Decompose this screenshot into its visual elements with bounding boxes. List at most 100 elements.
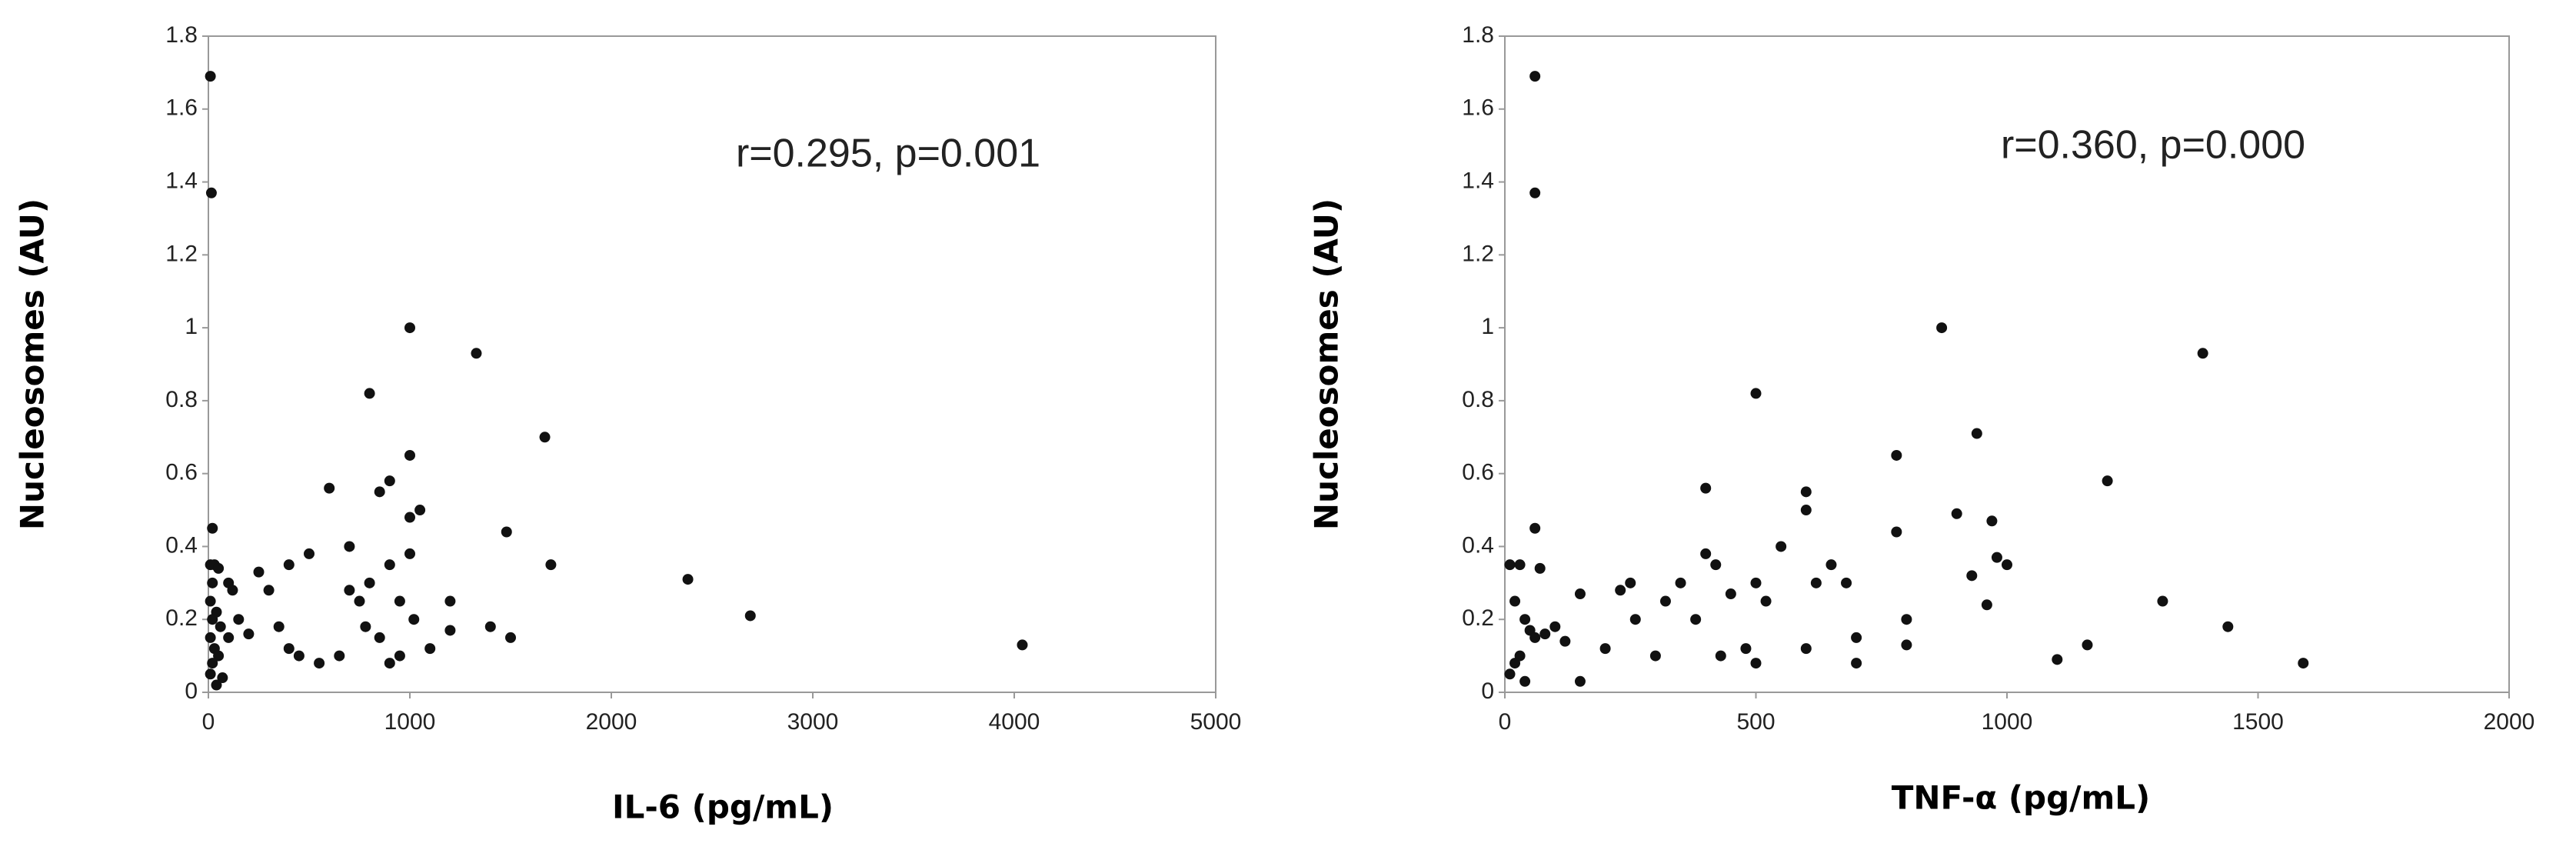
point [471,348,482,359]
point [1901,639,1912,651]
point [1740,643,1752,655]
x-tick-label: 500 [1736,709,1775,735]
y-tick-label: 0.6 [1462,460,1494,485]
point [207,522,218,534]
point [1891,526,1902,538]
point [1825,559,1837,571]
point [205,632,216,643]
point [444,625,456,636]
point [1851,658,1862,669]
point [1700,482,1712,494]
point [213,650,225,662]
point [424,643,436,655]
point [344,585,355,596]
point [233,614,245,625]
point [1710,559,1722,571]
point [1549,621,1561,632]
point [205,668,216,680]
point [1509,595,1521,607]
point [354,595,365,607]
point [1750,388,1762,399]
point [1625,577,1636,588]
y-tick-label: 1.4 [1462,168,1494,193]
point [2157,595,2168,607]
point [2222,621,2234,632]
point [1519,675,1531,687]
point [1750,577,1762,588]
y-tick-label: 0.4 [1462,532,1494,558]
point [1659,595,1671,607]
y-axis-label: Nucleosomes (AU) [1308,198,1346,530]
point [217,672,228,684]
point [1981,599,1992,611]
point [2102,475,2113,487]
point [2002,559,2012,571]
point [205,71,216,82]
y-tick-label: 0.8 [165,387,198,412]
point [404,449,415,461]
point [1690,614,1702,625]
point [1800,643,1812,655]
point [1936,322,1948,334]
x-tick-label: 1500 [2232,709,2284,735]
annotation: r=0.295, p=0.001 [736,132,1040,176]
point [384,559,395,571]
point [1851,632,1862,643]
point [1519,614,1531,625]
point [360,621,371,632]
y-tick-label: 1.6 [165,95,198,121]
point [243,628,255,640]
x-tick-label: 2000 [2484,709,2535,735]
point [1776,541,1787,552]
point [1810,577,1822,588]
point [501,526,512,538]
point [207,658,218,669]
y-tick-label: 1.4 [165,168,198,193]
point [1574,675,1586,687]
point [205,595,216,607]
x-axis-label: IL-6 (pg/mL) [612,788,834,826]
point [1649,650,1661,662]
point [2082,639,2093,651]
point [1534,562,1546,574]
y-tick-label: 0.2 [1462,605,1494,631]
y-tick-label: 0.4 [165,532,198,558]
point [414,505,426,516]
point [207,614,218,625]
point [484,621,496,632]
point [1750,658,1762,669]
point [314,658,325,669]
point [1675,577,1686,588]
point [1559,635,1571,647]
x-tick-label: 4000 [989,709,1040,735]
point [1971,428,1982,439]
x-tick-label: 3000 [787,709,839,735]
point [1901,614,1912,625]
point [1599,643,1611,655]
point [283,559,295,571]
point [1700,548,1712,559]
x-tick-label: 1000 [1982,709,2033,735]
y-tick-label: 1.8 [1462,22,1494,48]
point [374,632,385,643]
point [223,632,235,643]
point [1800,505,1812,516]
point [1991,552,2002,563]
point [1529,632,1541,643]
y-axis-label: Nucleosomes (AU) [14,198,52,530]
point [408,614,420,625]
point [273,621,285,632]
point [1715,650,1726,662]
point [1841,577,1852,588]
point [293,650,305,662]
y-tick-label: 0.8 [1462,387,1494,412]
y-tick-label: 1.6 [1462,95,1494,121]
point [2298,658,2309,669]
point [505,632,516,643]
plot-area [208,35,1216,693]
point [334,650,345,662]
point [1986,515,1998,527]
point [682,574,694,585]
point [1514,559,1526,571]
y-tick-label: 0 [1481,678,1494,704]
